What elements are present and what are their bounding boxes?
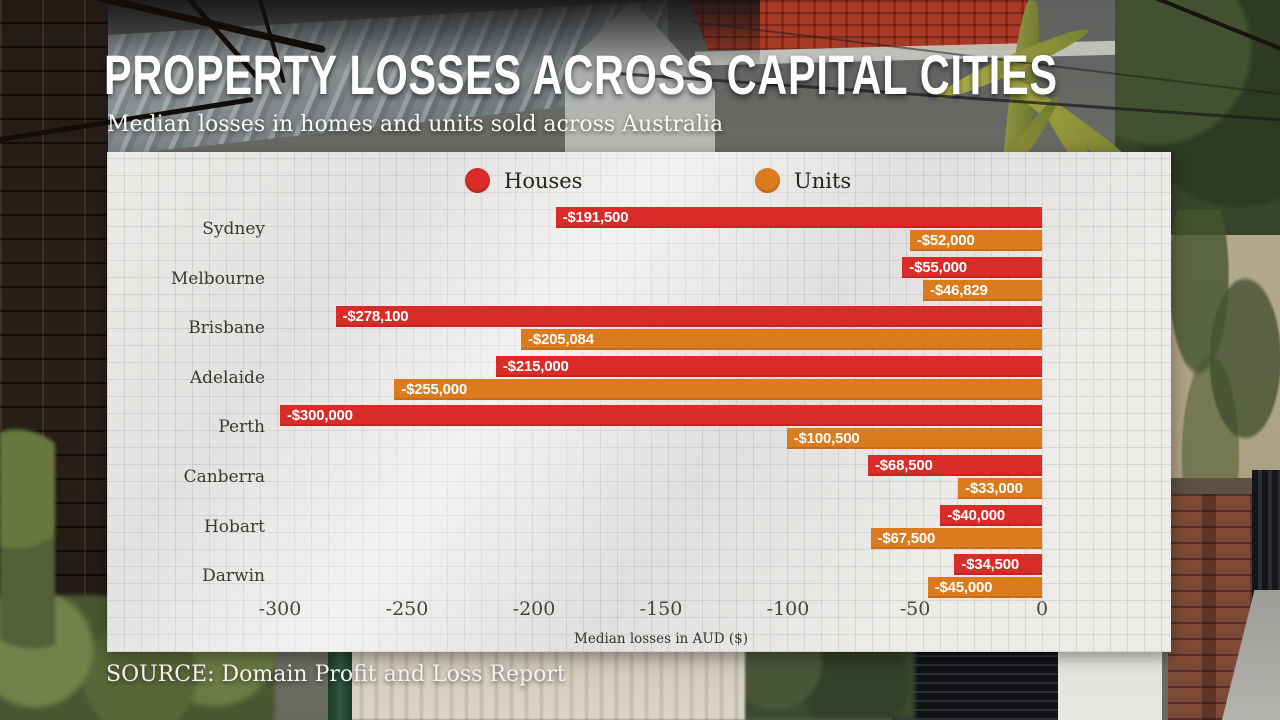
bar-houses-adelaide: -$215,000 — [495, 355, 1042, 377]
pillar-caps — [1168, 478, 1264, 494]
x-axis-tick: -150 — [639, 598, 683, 620]
bar-value-label: -$46,829 — [930, 281, 988, 299]
bar-houses-hobart: -$40,000 — [940, 504, 1042, 526]
bar-value-label: -$100,500 — [793, 430, 860, 448]
page-subtitle: Median losses in homes and units sold ac… — [107, 112, 724, 137]
houses-swatch-icon — [465, 168, 490, 193]
dark-brick-wall — [0, 0, 108, 720]
units-swatch-icon — [755, 168, 780, 193]
bar-value-label: -$55,000 — [909, 258, 967, 276]
bar-value-label: -$67,500 — [877, 529, 936, 547]
footpath — [1222, 590, 1280, 720]
bar-units-sydney: -$52,000 — [909, 230, 1042, 251]
bar-value-label: -$52,000 — [916, 232, 975, 249]
bar-value-label: -$68,500 — [875, 457, 933, 474]
category-label-brisbane: Brisbane — [188, 318, 265, 339]
x-axis-tick: -50 — [899, 598, 931, 620]
bar-units-hobart: -$67,500 — [870, 527, 1042, 549]
bar-value-label: -$278,100 — [342, 308, 409, 326]
bar-value-label: -$40,000 — [947, 506, 1006, 524]
leaves — [0, 420, 55, 650]
bar-value-label: -$205,084 — [528, 331, 594, 349]
category-label-adelaide: Adelaide — [189, 367, 265, 388]
bar-units-melbourne: -$46,829 — [923, 279, 1042, 301]
bar-value-label: -$300,000 — [287, 407, 353, 425]
plot-area: Sydney -$191,500 -$52,000 Melbourne -$55,000… — [107, 152, 1171, 652]
tree-branch — [1106, 0, 1280, 52]
bar-houses-canberra: -$68,500 — [868, 455, 1042, 476]
legend-label-houses: Houses — [504, 168, 583, 193]
category-label-canberra: Canberra — [183, 467, 265, 487]
page-title: PROPERTY LOSSES ACROSS CAPITAL CITIES — [104, 43, 1058, 106]
bar-houses-brisbane: -$278,100 — [335, 306, 1042, 328]
x-axis-tick: 0 — [1035, 598, 1049, 620]
category-label-darwin: Darwin — [202, 566, 265, 587]
bar-units-canberra: -$33,000 — [958, 478, 1042, 499]
source-credit: SOURCE: Domain Profit and Loss Report — [106, 662, 566, 687]
legend-label-units: Units — [794, 168, 852, 193]
wall-vines — [1164, 210, 1280, 540]
bar-houses-darwin: -$34,500 — [954, 554, 1042, 576]
category-label-hobart: Hobart — [203, 516, 265, 537]
bar-houses-sydney: -$191,500 — [555, 207, 1042, 228]
bar-value-label: -$34,500 — [961, 556, 1019, 574]
category-label-melbourne: Melbourne — [170, 268, 265, 289]
category-label-sydney: Sydney — [202, 219, 265, 239]
bar-houses-perth: -$300,000 — [280, 405, 1042, 427]
bar-value-label: -$215,000 — [502, 357, 569, 375]
bar-value-label: -$33,000 — [965, 480, 1023, 497]
brick-fence-pillars — [1168, 488, 1264, 720]
bar-units-perth: -$100,500 — [786, 428, 1042, 450]
bar-value-label: -$191,500 — [562, 209, 629, 226]
x-axis-title: Median losses in AUD ($) — [574, 631, 748, 647]
bar-units-darwin: -$45,000 — [927, 577, 1042, 599]
bar-value-label: -$45,000 — [934, 579, 993, 597]
bar-units-adelaide: -$255,000 — [394, 378, 1042, 400]
chart-panel: Houses Units Sydney -$191,500 -$52,000 Melb… — [107, 152, 1171, 652]
x-axis-tick: -300 — [258, 598, 302, 620]
x-axis-tick: -200 — [512, 598, 556, 620]
x-axis-tick: -100 — [766, 598, 810, 620]
legend-item-houses: Houses — [465, 168, 582, 193]
bar-value-label: -$255,000 — [401, 380, 468, 398]
bar-units-brisbane: -$205,084 — [521, 329, 1042, 351]
x-axis-tick: -250 — [385, 598, 429, 620]
bar-houses-melbourne: -$55,000 — [902, 256, 1042, 278]
iron-fence — [1252, 470, 1280, 720]
legend-item-units: Units — [755, 168, 851, 193]
tan-wall — [1164, 235, 1280, 545]
category-label-perth: Perth — [218, 417, 265, 438]
